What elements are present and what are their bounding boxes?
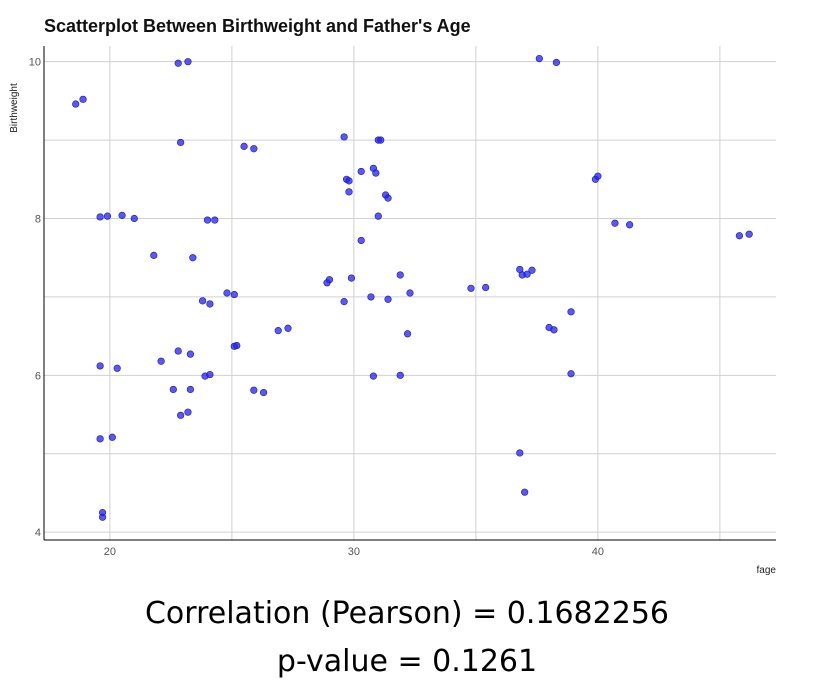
pvalue-caption: p-value = 0.1261 [276, 644, 538, 679]
data-point [384, 194, 392, 202]
data-point [260, 388, 268, 397]
data-point [552, 58, 561, 67]
data-point [345, 188, 353, 196]
data-point [233, 341, 241, 350]
data-point [199, 297, 207, 305]
data-point [535, 54, 543, 63]
grid-lines [44, 46, 776, 540]
data-point [567, 308, 575, 316]
data-point [157, 357, 165, 365]
data-point [357, 167, 365, 176]
data-point [528, 266, 536, 274]
data-point [396, 271, 404, 279]
data-point [169, 385, 177, 394]
data-point [113, 364, 121, 372]
correlation-caption: Correlation (Pearson) = 0.1682256 [144, 596, 669, 631]
y-tick-label: 4 [35, 527, 41, 539]
x-tick-label: 20 [104, 546, 116, 558]
data-point [745, 230, 753, 238]
data-point [79, 95, 87, 103]
data-point [203, 216, 212, 224]
data-point [340, 133, 348, 141]
data-point [186, 385, 194, 394]
data-point [223, 289, 231, 297]
data-point [150, 251, 158, 259]
data-point [340, 298, 348, 306]
data-point [735, 232, 744, 240]
data-point [177, 411, 185, 419]
axes [43, 46, 776, 541]
data-points [72, 54, 753, 521]
data-point [347, 274, 356, 282]
data-point [189, 254, 197, 262]
data-point [482, 283, 490, 292]
data-point [406, 289, 414, 297]
data-point [377, 136, 385, 144]
data-point [72, 100, 80, 108]
data-point [516, 449, 524, 457]
data-point [186, 350, 194, 358]
data-point [98, 513, 107, 521]
data-point [372, 169, 380, 177]
data-point [103, 212, 112, 220]
data-point [403, 330, 412, 338]
data-point [611, 219, 619, 227]
data-point [250, 145, 258, 153]
data-point [594, 172, 602, 180]
data-point [118, 211, 126, 219]
x-tick-label: 30 [348, 546, 360, 558]
data-point [374, 212, 382, 220]
data-point [357, 236, 365, 245]
data-point [325, 276, 334, 284]
data-point [396, 371, 404, 379]
data-point [240, 142, 248, 150]
data-point [206, 300, 214, 308]
data-point [467, 284, 475, 292]
data-point [369, 372, 378, 380]
data-point [284, 324, 292, 332]
data-point [184, 58, 192, 66]
data-point [96, 362, 104, 370]
data-point [177, 138, 185, 147]
data-point [550, 326, 558, 334]
data-point [345, 177, 353, 185]
data-point [523, 270, 531, 278]
data-point [521, 488, 529, 496]
y-tick-label: 8 [35, 214, 41, 226]
axis-labels: 20 30 40 4 6 8 10 fage Birthweight [9, 57, 776, 576]
x-axis-title: fage [757, 565, 777, 576]
data-point [211, 216, 219, 224]
data-point [108, 433, 116, 441]
data-point [174, 59, 182, 67]
data-point [384, 295, 392, 303]
data-point [130, 214, 138, 223]
data-point [367, 293, 375, 301]
data-point [250, 386, 258, 394]
x-tick-label: 40 [592, 546, 604, 558]
data-point [174, 347, 182, 355]
data-point [274, 327, 282, 335]
data-point [96, 213, 104, 221]
data-point [96, 435, 104, 443]
y-tick-label: 10 [29, 57, 41, 69]
chart-title: Scatterplot Between Birthweight and Fath… [44, 16, 471, 36]
data-point [184, 408, 192, 416]
data-point [625, 221, 634, 229]
data-point [206, 370, 214, 379]
y-tick-label: 6 [35, 370, 41, 382]
data-point [230, 290, 238, 299]
y-axis-title: Birthweight [9, 83, 20, 133]
data-point [567, 370, 575, 378]
